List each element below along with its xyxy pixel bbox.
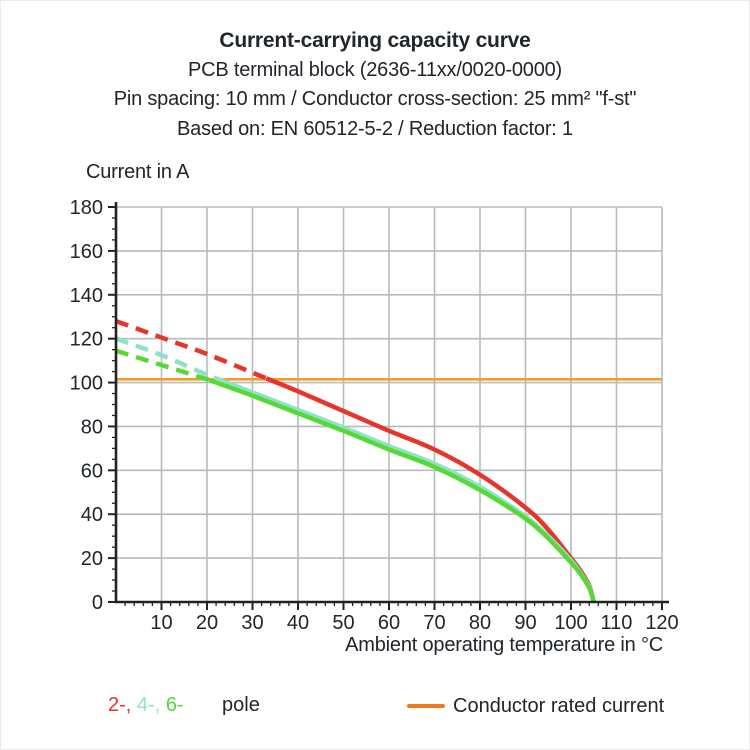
y-tick-label: 60 (81, 460, 103, 482)
x-tick-label: 110 (601, 612, 633, 634)
x-tick-label: 70 (423, 612, 445, 634)
y-tick-label: 120 (70, 329, 103, 351)
x-tick-label: 60 (378, 612, 400, 634)
4-pole-curve-dashed (115, 336, 217, 381)
x-tick-label: 30 (241, 612, 263, 634)
x-tick-label: 90 (514, 612, 536, 634)
legend-poles: 2-, 4-, 6- (108, 694, 184, 717)
4-pole-curve (215, 376, 596, 603)
rated-current-line-swatch (407, 704, 445, 708)
legend-pole-4: 4-, (136, 694, 166, 716)
y-tick-label: 40 (81, 504, 103, 526)
y-tick-label: 160 (70, 241, 103, 263)
2-pole-curve (265, 376, 596, 603)
legend-pole-word: pole (222, 694, 260, 716)
legend-pole-2: 2-, (108, 694, 137, 716)
6-pole-curve (208, 377, 596, 603)
x-tick-label: 80 (469, 612, 491, 634)
x-tick-label: 120 (645, 612, 678, 634)
y-tick-label: 140 (70, 285, 103, 307)
rated-current-label: Conductor rated current (453, 694, 665, 717)
legend-rated-current: Conductor rated current (407, 694, 664, 718)
title-block: Current-carrying capacity curve PCB term… (0, 26, 750, 144)
x-tick-label: 20 (196, 612, 218, 634)
x-axis-title: Ambient operating temperature in °C (345, 634, 663, 656)
x-tick-label: 10 (150, 612, 172, 634)
x-tick-label: 100 (554, 612, 587, 634)
y-tick-label: 80 (81, 416, 103, 438)
subtitle-standard: Based on: EN 60512-5-2 / Reduction facto… (177, 117, 573, 140)
y-tick-label: 0 (92, 592, 103, 614)
y-tick-label: 100 (70, 373, 103, 395)
y-tick-label: 180 (70, 197, 103, 219)
legend-pole-6: 6- (165, 694, 184, 716)
y-axis-title: Current in A (86, 161, 190, 183)
2-pole-curve-dashed (115, 318, 268, 381)
subtitle-product: PCB terminal block (2636-11xx/0020-0000) (187, 58, 563, 81)
y-tick-label: 20 (81, 548, 103, 570)
x-tick-label: 40 (287, 612, 309, 634)
x-tick-label: 50 (332, 612, 354, 634)
6-pole-curve-dashed (115, 348, 214, 383)
legend: 2-, 4-, 6- pole Conductor rated current (0, 694, 750, 724)
page-title: Current-carrying capacity curve (219, 29, 531, 52)
subtitle-specs: Pin spacing: 10 mm / Conductor cross-sec… (113, 88, 637, 110)
